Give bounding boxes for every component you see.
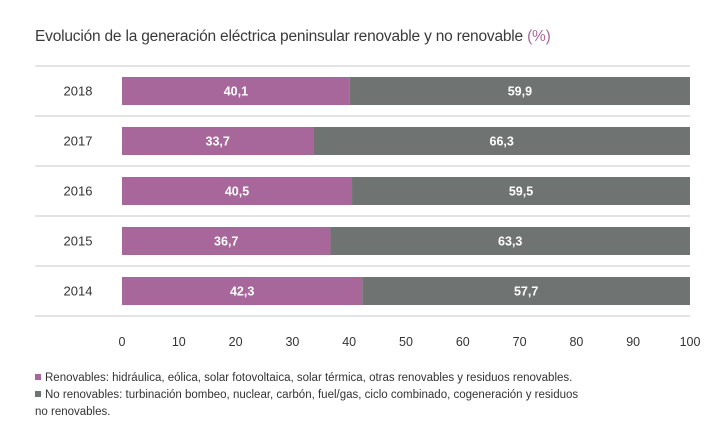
chart-title-text: Evolución de la generación eléctrica pen… [35, 28, 523, 45]
bar-renovables [122, 227, 331, 255]
bar-renovables [122, 277, 363, 305]
data-label-renovables: 40,1 [224, 85, 248, 99]
bar-no-renovables [362, 277, 690, 305]
data-label-renovables: 33,7 [206, 135, 230, 149]
legend-label-no-renovables-2: no renovables. [35, 406, 111, 418]
x-tick-label: 60 [456, 335, 470, 349]
x-tick-label: 30 [285, 335, 299, 349]
bar-no-renovables [352, 177, 690, 205]
x-tick-label: 10 [172, 335, 186, 349]
x-tick-label: 70 [513, 335, 527, 349]
bar-renovables [122, 177, 353, 205]
category-label: 2016 [64, 184, 93, 199]
x-tick-label: 40 [342, 335, 356, 349]
data-label-no-renovables: 59,5 [509, 185, 533, 199]
data-label-renovables: 42,3 [230, 285, 254, 299]
data-label-renovables: 36,7 [214, 235, 238, 249]
bar-renovables [122, 127, 314, 155]
data-label-no-renovables: 66,3 [490, 135, 514, 149]
legend: Renovables: hidráulica, eólica, solar fo… [35, 370, 675, 421]
legend-item-no-renovables-cont: no renovables. [35, 404, 675, 421]
bar-renovables [122, 77, 350, 105]
data-label-no-renovables: 63,3 [498, 235, 522, 249]
legend-label-renovables: Renovables: hidráulica, eólica, solar fo… [45, 372, 573, 384]
legend-item-no-renovables: No renovables: turbinación bombeo, nucle… [35, 387, 675, 404]
category-label: 2018 [64, 84, 93, 99]
bar-no-renovables [313, 127, 690, 155]
category-label: 2017 [64, 134, 93, 149]
x-tick-label: 0 [119, 335, 126, 349]
stacked-bar-chart: 2018 40,1 59,9 2017 33,7 66,3 2016 40,5 59,5 2015… [35, 65, 701, 349]
data-label-no-renovables: 57,7 [514, 285, 538, 299]
bar-no-renovables [349, 77, 690, 105]
legend-swatch-renovables [35, 373, 41, 380]
bar-no-renovables [330, 227, 690, 255]
x-tick-label: 100 [680, 335, 701, 349]
legend-label-no-renovables-1: No renovables: turbinación bombeo, nucle… [45, 389, 579, 401]
x-tick-label: 50 [399, 335, 413, 349]
x-tick-label: 20 [229, 335, 243, 349]
chart-title-unit: (%) [527, 28, 551, 45]
chart-title: Evolución de la generación eléctrica pen… [35, 28, 551, 46]
legend-item-renovables: Renovables: hidráulica, eólica, solar fo… [35, 370, 675, 387]
x-tick-label: 80 [569, 335, 583, 349]
data-label-no-renovables: 59,9 [508, 85, 532, 99]
category-label: 2014 [64, 284, 93, 299]
legend-swatch-no-renovables [35, 390, 41, 397]
category-label: 2015 [64, 234, 93, 249]
data-label-renovables: 40,5 [225, 185, 249, 199]
x-tick-label: 90 [626, 335, 640, 349]
